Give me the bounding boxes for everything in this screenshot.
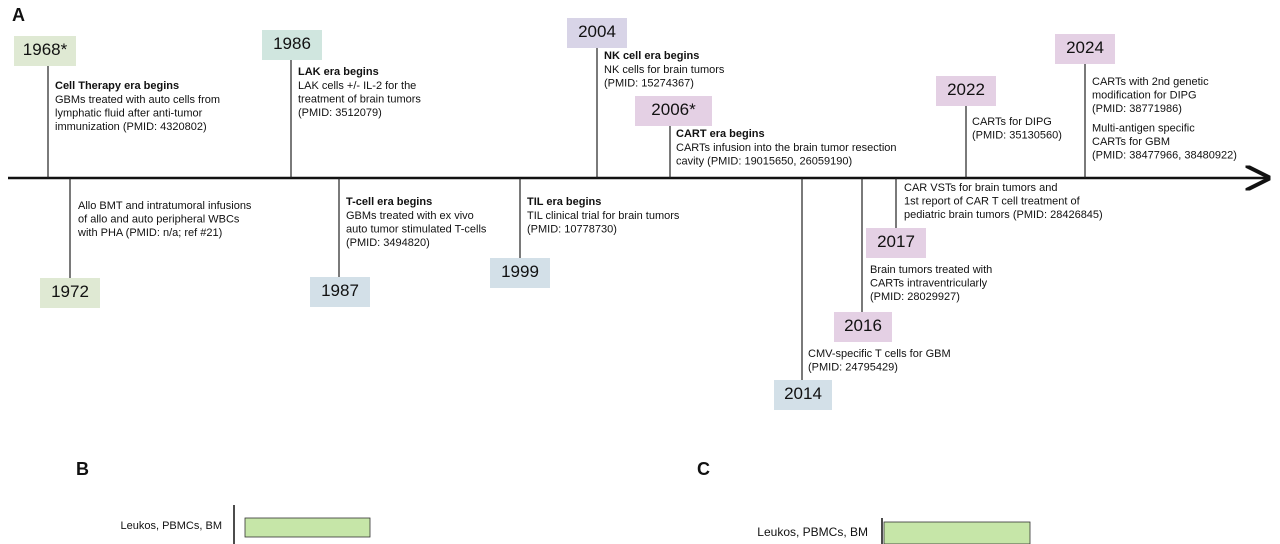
bar	[244, 517, 371, 538]
event-text: pediatric brain tumors (PMID: 28426845)	[904, 209, 1103, 221]
event-text: Brain tumors treated with	[870, 264, 992, 276]
event-text: GBMs treated with auto cells from	[55, 94, 220, 106]
event-text: CARTs for GBM	[1092, 136, 1170, 148]
event-text: NK cells for brain tumors	[604, 64, 725, 76]
event-text: lymphatic fluid after anti-tumor	[55, 108, 203, 120]
event-text: GBMs treated with ex vivo	[346, 210, 474, 222]
year-box	[635, 96, 712, 126]
event-text: cavity (PMID: 19015650, 26059190)	[676, 156, 852, 168]
event-text: (PMID: 38771986)	[1092, 103, 1182, 115]
event-text: CARTs with 2nd genetic	[1092, 76, 1209, 88]
event-text: TIL clinical trial for brain tumors	[527, 210, 680, 222]
event-text: Allo BMT and intratumoral infusions	[78, 200, 252, 212]
year-label: 1968*	[23, 40, 68, 59]
event-text: CMV-specific T cells for GBM	[808, 348, 951, 360]
event-text: of allo and auto peripheral WBCs	[78, 214, 240, 226]
year-box	[14, 36, 76, 66]
year-label: 1987	[321, 281, 359, 300]
year-label: 2016	[844, 316, 882, 335]
bar	[883, 521, 1031, 544]
year-box	[490, 258, 550, 288]
event-text: 1st report of CAR T cell treatment of	[904, 196, 1081, 208]
event-title: TIL era begins	[527, 196, 601, 208]
event-text: (PMID: 24795429)	[808, 362, 898, 374]
year-box	[834, 312, 892, 342]
event-title: Cell Therapy era begins	[55, 80, 179, 92]
event-text: (PMID: 35130560)	[972, 130, 1062, 142]
year-box	[40, 278, 100, 308]
event-text: treatment of brain tumors	[298, 94, 421, 106]
event-title: CART era begins	[676, 128, 765, 140]
year-box	[567, 18, 627, 48]
event-text: CARTs infusion into the brain tumor rese…	[676, 142, 897, 154]
event-title: T-cell era begins	[346, 196, 432, 208]
year-label: 2006*	[651, 100, 696, 119]
year-box	[936, 76, 996, 106]
year-label: 1999	[501, 262, 539, 281]
event-text: (PMID: 38477966, 38480922)	[1092, 150, 1237, 162]
year-label: 1972	[51, 282, 89, 301]
event-text: CARTs intraventricularly	[870, 278, 988, 290]
year-box	[1055, 34, 1115, 64]
year-box	[774, 380, 832, 410]
year-label: 2014	[784, 384, 822, 403]
year-label: 1986	[273, 34, 311, 53]
event-text: auto tumor stimulated T-cells	[346, 224, 487, 236]
row-label: Leukos, PBMCs, BM	[757, 525, 868, 539]
event-text: with PHA (PMID: n/a; ref #21)	[77, 227, 222, 239]
event-text: (PMID: 28029927)	[870, 291, 960, 303]
event-text: modification for DIPG	[1092, 90, 1197, 102]
event-text: Multi-antigen specific	[1092, 123, 1195, 135]
event-text: CARTs for DIPG	[972, 116, 1052, 128]
event-text: (PMID: 15274367)	[604, 78, 694, 90]
year-box	[866, 228, 926, 258]
year-box	[262, 30, 322, 60]
year-box	[310, 277, 370, 307]
panel-label: C	[697, 459, 710, 479]
event-text: LAK cells +/- IL-2 for the	[298, 80, 416, 92]
event-title: LAK era begins	[298, 66, 379, 78]
event-text: (PMID: 3494820)	[346, 237, 430, 249]
year-label: 2022	[947, 80, 985, 99]
panel-label: B	[76, 459, 89, 479]
panel-label: A	[12, 5, 25, 25]
row-label: Leukos, PBMCs, BM	[121, 520, 222, 532]
event-text: immunization (PMID: 4320802)	[55, 121, 207, 133]
year-label: 2004	[578, 22, 616, 41]
year-label: 2024	[1066, 38, 1104, 57]
event-title: NK cell era begins	[604, 50, 699, 62]
event-text: CAR VSTs for brain tumors and	[904, 182, 1057, 194]
year-label: 2017	[877, 232, 915, 251]
event-text: (PMID: 3512079)	[298, 107, 382, 119]
event-text: (PMID: 10778730)	[527, 224, 617, 236]
